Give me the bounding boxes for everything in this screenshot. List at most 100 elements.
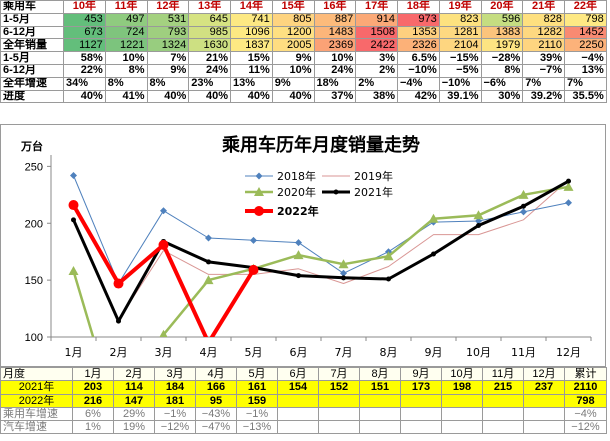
- table-cell: [359, 420, 401, 435]
- data-point: [338, 259, 349, 269]
- data-point: [116, 318, 121, 324]
- row-label: 6-12月: [0, 63, 64, 78]
- table-cell: 724: [104, 25, 148, 40]
- corner-label: 乘用车: [0, 0, 64, 14]
- year-header: 21年: [522, 0, 565, 14]
- table-cell: 2422: [355, 38, 398, 53]
- legend-marker: [254, 206, 264, 216]
- table-cell: 7%: [564, 76, 607, 91]
- year-header: 18年: [397, 0, 440, 14]
- table-cell: 10%: [104, 51, 148, 65]
- row-label: 2021年: [0, 380, 73, 395]
- table-cell: [277, 420, 319, 435]
- monthly-sales-line-chart: 乘用车历年月度销量走势 万台 100 150 200 250 1月 2月 3月 4月 5月 6月 7月 8…: [20, 134, 592, 359]
- x-tick-label: 3月: [155, 346, 173, 359]
- year-header: 13年: [188, 0, 231, 14]
- table-cell: [482, 420, 524, 435]
- table-cell: −43%: [195, 406, 237, 422]
- table-cell: 38%: [355, 89, 398, 104]
- table-cell: 985: [188, 25, 231, 40]
- table-cell: 10%: [313, 51, 357, 65]
- data-point: [340, 269, 347, 277]
- table-cell: [482, 393, 524, 408]
- month-header: 6月: [277, 366, 319, 382]
- table-cell: [400, 393, 442, 408]
- table-row: 进度 40% 41% 40% 40% 40% 40% 37% 38% 42% 39.1% 30% 39.…: [0, 89, 607, 104]
- table-cell: 147: [113, 393, 155, 408]
- table-cell: [400, 420, 442, 435]
- month-header: 2月: [113, 366, 155, 382]
- table-cell: [482, 406, 524, 422]
- table-row: 全年销量 1127 1221 1324 1630 1837 2005 2369 2422 2326…: [0, 38, 607, 53]
- year-header: 16年: [313, 0, 357, 14]
- table-cell: 42%: [397, 89, 440, 104]
- data-point: [521, 203, 526, 209]
- table-cell: −13%: [236, 420, 278, 435]
- header-label: 月度: [0, 366, 73, 382]
- data-point: [563, 181, 574, 191]
- table-cell: 1483: [313, 25, 357, 40]
- table-cell: [318, 393, 360, 408]
- table-cell: 973: [397, 12, 440, 27]
- table-row: 乘用车增速 6% 29% −1% −43% −1% −4%: [0, 406, 607, 422]
- month-header: 3月: [154, 366, 196, 382]
- table-cell: [277, 393, 319, 408]
- row-label: 全年销量: [0, 38, 64, 53]
- table-cell: 114: [113, 380, 155, 395]
- table-cell: 453: [63, 12, 106, 27]
- row-label: 进度: [0, 89, 64, 104]
- month-header: 4月: [195, 366, 237, 382]
- total-cell: −4%: [564, 406, 607, 422]
- data-point: [248, 264, 259, 275]
- data-point: [159, 329, 168, 337]
- table-row: 2021年 203 114 184 166 161 154 152 151 173 198 215 23…: [0, 380, 607, 395]
- month-header: 7月: [318, 366, 360, 382]
- year-header-row: 乘用车 10年 11年 12年 13年 14年 15年 16年 17年 18年 19年 20年 21年 2…: [0, 0, 607, 14]
- plot-area: [68, 171, 574, 337]
- table-cell: 531: [146, 12, 190, 27]
- data-point: [113, 278, 124, 289]
- table-cell: 18%: [313, 76, 357, 91]
- table-cell: 8%: [104, 76, 148, 91]
- table-cell: [523, 393, 565, 408]
- table-cell: 151: [359, 380, 401, 395]
- table-cell: 10%: [271, 63, 315, 78]
- table-cell: [441, 406, 483, 422]
- table-cell: 198: [441, 380, 483, 395]
- table-cell: [359, 406, 401, 422]
- table-cell: 7%: [522, 76, 565, 91]
- table-cell: 741: [230, 12, 273, 27]
- row-label: 汽车增速: [0, 420, 73, 435]
- annual-sales-table: 乘用车 10年 11年 12年 13年 14年 15年 16年 17年 18年 19年 20年 21年 2…: [0, 0, 607, 104]
- table-cell: 1383: [480, 25, 524, 40]
- table-cell: 203: [72, 380, 114, 395]
- legend-marker: [255, 172, 263, 180]
- series-line: [72, 179, 570, 323]
- x-tick-label: 4月: [200, 346, 218, 359]
- table-cell: 1630: [188, 38, 231, 53]
- table-cell: 596: [480, 12, 524, 27]
- table-cell: 2104: [438, 38, 482, 53]
- series-line: [73, 179, 569, 321]
- table-cell: −5%: [438, 63, 482, 78]
- legend-label: 2022年: [277, 204, 319, 218]
- data-point: [341, 275, 346, 281]
- x-tick-label: 12月: [556, 346, 581, 359]
- table-cell: 1353: [397, 25, 440, 40]
- table-cell: 2250: [564, 38, 607, 53]
- chart-legend: 2018年 2019年 2020年 2021年 2022年: [245, 169, 393, 218]
- table-cell: −10%: [397, 63, 440, 78]
- table-cell: [277, 406, 319, 422]
- table-cell: 35.5%: [564, 89, 607, 104]
- table-cell: −47%: [195, 420, 237, 435]
- table-cell: 1979: [480, 38, 524, 53]
- table-cell: 152: [318, 380, 360, 395]
- x-tick-label: 11月: [511, 346, 536, 359]
- table-cell: 39%: [522, 51, 565, 65]
- legend-marker: [254, 187, 264, 196]
- legend-label: 2020年: [277, 185, 316, 199]
- month-header-row: 月度 1月 2月 3月 4月 5月 6月 7月 8月 9月 10月 11月 12月 累计: [0, 366, 607, 382]
- row-label: 1-5月: [0, 12, 64, 27]
- table-cell: 798: [564, 12, 607, 27]
- table-row: 6-12月 22% 8% 9% 24% 11% 10% 24% 2% −10% −5% 8% −7% 13…: [0, 63, 607, 78]
